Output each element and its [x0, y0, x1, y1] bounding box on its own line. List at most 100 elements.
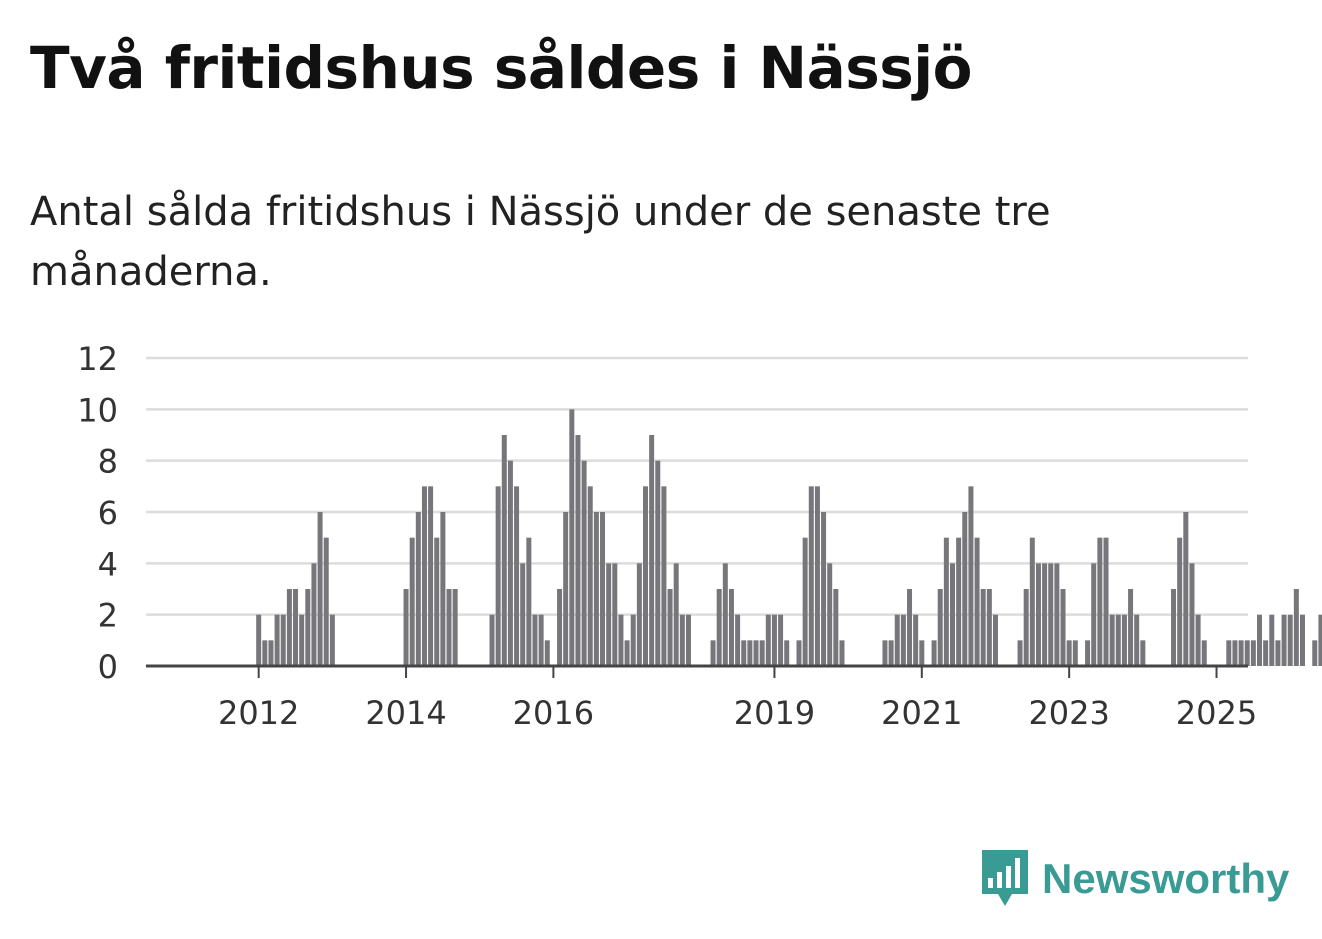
bar: [612, 563, 618, 666]
x-tick-label: 2012: [218, 694, 299, 732]
bar: [882, 640, 888, 666]
bar: [1183, 512, 1189, 666]
bar: [888, 640, 894, 666]
bar: [274, 614, 280, 666]
y-tick-label: 10: [77, 391, 118, 429]
bar: [624, 640, 630, 666]
bar: [1054, 563, 1060, 666]
bar: [446, 589, 452, 666]
bar: [759, 640, 765, 666]
x-tick-label: 2014: [365, 694, 446, 732]
bar: [575, 435, 581, 666]
bar: [526, 537, 532, 666]
bar: [1085, 640, 1091, 666]
bar: [600, 512, 606, 666]
bar: [262, 640, 268, 666]
bar: [992, 614, 998, 666]
bar: [685, 614, 691, 666]
y-tick-label: 8: [98, 443, 118, 481]
x-tick-label: 2021: [881, 694, 962, 732]
bar: [1109, 614, 1115, 666]
bar: [403, 589, 409, 666]
bar: [507, 460, 513, 666]
bar: [741, 640, 747, 666]
bar: [520, 563, 526, 666]
bar: [1035, 563, 1041, 666]
bar: [256, 614, 262, 666]
bar: [956, 537, 962, 666]
bar: [1097, 537, 1103, 666]
x-tick-label: 2019: [734, 694, 815, 732]
bar: [415, 512, 421, 666]
bar: [1244, 640, 1250, 666]
bar: [980, 589, 986, 666]
x-tick-label: 2023: [1028, 694, 1109, 732]
bar: [1017, 640, 1023, 666]
bar: [827, 563, 833, 666]
bar: [1140, 640, 1146, 666]
bar: [1091, 563, 1097, 666]
bar: [630, 614, 636, 666]
bar: [1103, 537, 1109, 666]
bar: [1293, 589, 1299, 666]
x-tick-label: 2025: [1176, 694, 1257, 732]
bar: [913, 614, 919, 666]
bar: [821, 512, 827, 666]
bar: [1048, 563, 1054, 666]
bar: [544, 640, 550, 666]
bar: [907, 589, 913, 666]
bar: [1287, 614, 1293, 666]
bar: [1029, 537, 1035, 666]
bar: [771, 614, 777, 666]
bar: [606, 563, 612, 666]
bar: [728, 589, 734, 666]
bar: [796, 640, 802, 666]
bar: [661, 486, 667, 666]
bar: [649, 435, 655, 666]
y-tick-label: 2: [98, 597, 118, 635]
bar: [937, 589, 943, 666]
bar: [1312, 640, 1318, 666]
y-tick-label: 6: [98, 494, 118, 532]
bar: [1072, 640, 1078, 666]
bar: [495, 486, 501, 666]
bar: [286, 589, 292, 666]
bar: [716, 589, 722, 666]
bar: [747, 640, 753, 666]
bar: [943, 537, 949, 666]
bar: [489, 614, 495, 666]
bar: [735, 614, 741, 666]
bar: [1226, 640, 1232, 666]
bar: [950, 563, 955, 666]
bar: [722, 563, 728, 666]
brand-name: Newsworthy: [1042, 855, 1290, 902]
y-tick-label: 4: [98, 545, 118, 583]
bar: [311, 563, 317, 666]
bar: [1318, 614, 1322, 666]
chart-subtitle: Antal sålda fritidshus i Nässjö under de…: [30, 189, 1051, 295]
bar: [581, 460, 587, 666]
bar: [428, 486, 434, 666]
newsworthy-logo: Newsworthy: [980, 848, 1289, 910]
bar: [1066, 640, 1072, 666]
bar: [655, 460, 661, 666]
bar: [1060, 589, 1066, 666]
bar: [293, 589, 299, 666]
bar: [1257, 614, 1262, 666]
bar: [1171, 589, 1177, 666]
bar: [421, 486, 427, 666]
bar: [1177, 537, 1183, 666]
bar: [753, 640, 759, 666]
bar: [636, 563, 642, 666]
bar: [808, 486, 814, 666]
bar: [299, 614, 305, 666]
bar: [532, 614, 538, 666]
bar: [434, 537, 440, 666]
bar: [784, 640, 790, 666]
bar: [569, 409, 575, 666]
bar: [986, 589, 992, 666]
bar: [1134, 614, 1140, 666]
bar: [839, 640, 845, 666]
bar: [587, 486, 593, 666]
bar: [323, 537, 329, 666]
